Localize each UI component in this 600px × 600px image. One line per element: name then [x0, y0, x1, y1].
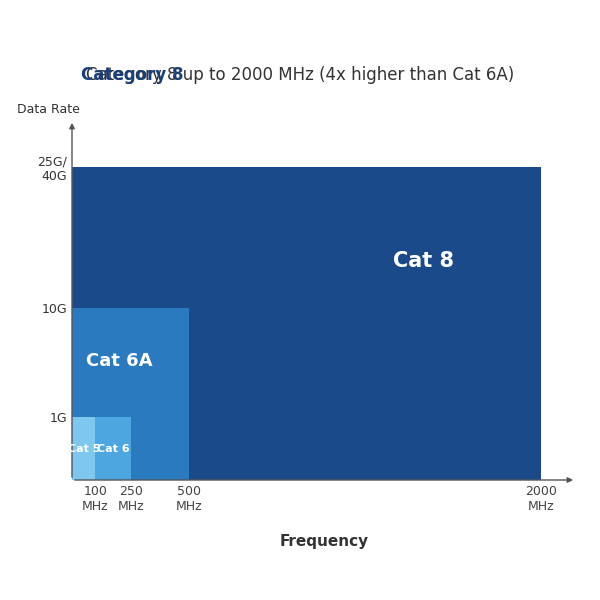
Text: Cat 6: Cat 6 [97, 443, 130, 454]
Text: Cat 5: Cat 5 [68, 443, 100, 454]
Text: Frequency: Frequency [280, 534, 368, 549]
Text: Cat 8: Cat 8 [393, 251, 454, 271]
Text: Cat 6A: Cat 6A [86, 352, 152, 370]
Text: Data Rate: Data Rate [17, 103, 79, 116]
Text: Category 8: Category 8 [80, 66, 183, 84]
Bar [95, 418, 131, 480]
Bar [72, 418, 95, 480]
Bar [72, 167, 541, 480]
Text: Category 8 up to 2000 MHz (4x higher than Cat 6A): Category 8 up to 2000 MHz (4x higher tha… [86, 66, 514, 84]
Bar [72, 308, 189, 480]
